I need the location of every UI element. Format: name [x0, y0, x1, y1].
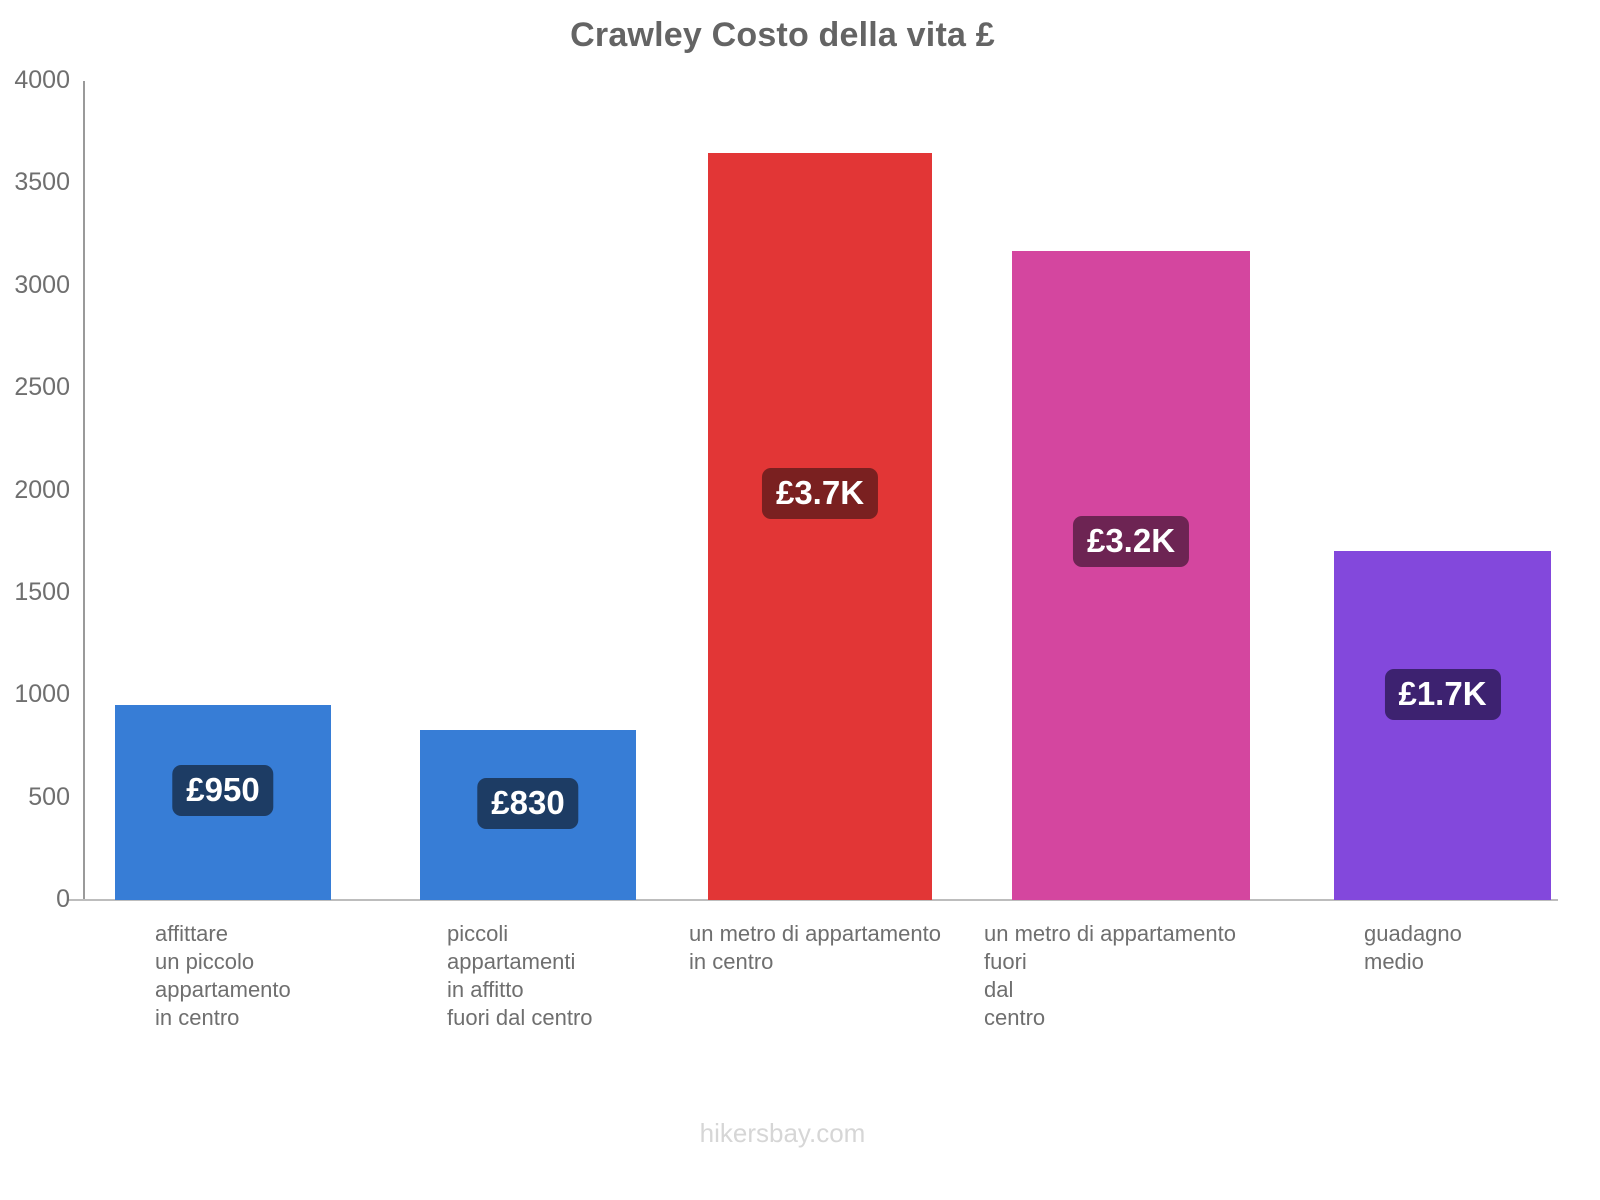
x-axis-category-label: guadagno medio: [1364, 921, 1462, 975]
bar[interactable]: £950: [115, 705, 331, 900]
y-axis-tick-label: 2000: [14, 475, 70, 504]
x-axis-category-label: un metro di appartamento in centro: [689, 921, 941, 975]
x-axis-line: [68, 899, 1558, 901]
x-axis-category-label: un metro di appartamento fuori dal centr…: [984, 921, 1236, 1031]
bar[interactable]: £830: [420, 730, 636, 900]
bar-value-label: £3.7K: [761, 467, 879, 519]
bar-value-label: £3.2K: [1072, 515, 1190, 567]
y-axis-tick-label: 1500: [14, 577, 70, 606]
chart-title: Crawley Costo della vita £: [570, 16, 995, 54]
bar-value-label: £1.7K: [1384, 668, 1501, 720]
bar-value-label: £830: [477, 778, 579, 830]
x-axis-category-label: affittare un piccolo appartamento in cen…: [155, 921, 291, 1031]
bar[interactable]: £3.7K: [708, 152, 932, 900]
y-axis-tick-label: 3000: [14, 270, 70, 299]
y-axis-tick-label: 0: [56, 885, 70, 913]
bar[interactable]: £1.7K: [1334, 550, 1551, 900]
footer-watermark: hikersbay.com: [699, 1118, 866, 1148]
x-axis-category-label: piccoli appartamenti in affitto fuori da…: [447, 921, 593, 1031]
bar-value-label: £950: [172, 765, 274, 817]
bar[interactable]: £3.2K: [1012, 250, 1250, 900]
y-axis-tick-label: 1000: [14, 680, 70, 709]
y-axis-tick-label: 3500: [14, 168, 70, 197]
y-axis-tick-label: 2500: [14, 373, 70, 402]
y-axis-tick-label: 500: [28, 782, 70, 811]
y-axis-line: [83, 81, 85, 901]
y-axis-tick-label: 4000: [14, 66, 70, 94]
